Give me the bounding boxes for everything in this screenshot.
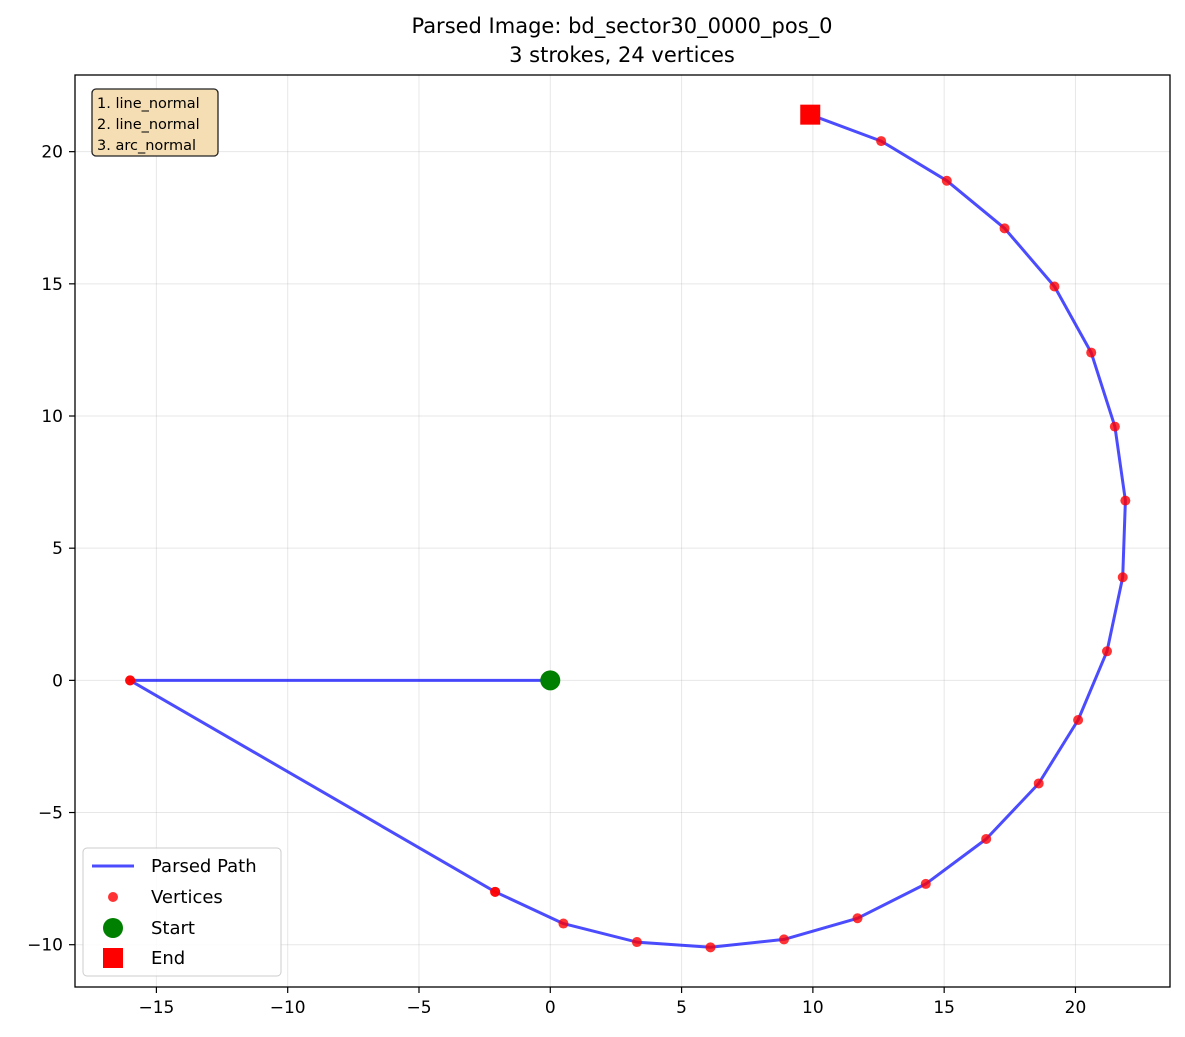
vertex-point [981, 833, 992, 844]
legend-end-swatch [103, 948, 123, 968]
parsed-path-line [128, 113, 1127, 949]
axes: −15 −10 −5 0 5 10 15 20 −10 −5 0 5 10 15 20 [27, 143, 1086, 1018]
vertex-point [1073, 715, 1084, 726]
vertex-point [631, 937, 642, 948]
vertex-point [558, 918, 569, 929]
legend: Parsed Path Vertices Start End [82, 847, 282, 977]
legend-start-label: Start [151, 918, 195, 939]
legend-path-label: Parsed Path [151, 856, 257, 877]
plot-area [125, 104, 1131, 953]
chart-title: Parsed Image: bd_sector30_0000_pos_0 [411, 14, 832, 39]
vertex-point [999, 223, 1010, 234]
y-tick-label: 10 [41, 407, 63, 427]
vertex-point [1033, 778, 1044, 789]
vertex-point [876, 136, 887, 147]
y-tick-label: 20 [41, 143, 63, 163]
start-marker [540, 670, 561, 691]
vertex-point [852, 913, 863, 924]
plot-frame [74, 74, 1171, 988]
legend-start-swatch [103, 918, 123, 938]
y-tick-label: −10 [27, 936, 63, 956]
legend-vertices-label: Vertices [151, 887, 223, 908]
vertex-point [125, 675, 136, 686]
chart-subtitle: 3 strokes, 24 vertices [509, 43, 735, 67]
info-line-2: 2. line_normal [97, 117, 200, 133]
vertex-point [1086, 347, 1097, 358]
info-line-1: 1. line_normal [97, 96, 200, 112]
vertex-point [1109, 421, 1120, 432]
vertex-point [1117, 572, 1128, 583]
vertex-point [705, 942, 716, 953]
y-tick-label: 5 [52, 539, 63, 559]
vertex-point [920, 878, 931, 889]
vertex-point [1120, 495, 1131, 506]
vertex-point [1101, 646, 1112, 657]
x-tick-label: 20 [1065, 998, 1087, 1018]
legend-end-label: End [151, 948, 185, 969]
info-box: 1. line_normal 2. line_normal 3. arc_nor… [91, 88, 219, 157]
legend-frame [82, 847, 282, 977]
vertex-point [1049, 281, 1060, 292]
x-tick-label: −5 [406, 998, 431, 1018]
y-tick-label: 15 [41, 275, 63, 295]
legend-vertices-swatch [108, 892, 118, 902]
x-tick-label: −10 [270, 998, 306, 1018]
vertex-point [778, 934, 789, 945]
y-tick-label: −5 [38, 804, 63, 824]
x-tick-label: 15 [933, 998, 955, 1018]
end-marker [800, 104, 821, 125]
vertex-point [490, 886, 501, 897]
info-line-3: 3. arc_normal [97, 138, 196, 154]
vertex-point [941, 175, 952, 186]
x-tick-label: 0 [545, 998, 556, 1018]
info-box-background [91, 88, 219, 157]
x-tick-label: −15 [138, 998, 174, 1018]
x-tick-label: 10 [802, 998, 824, 1018]
y-tick-label: 0 [52, 671, 63, 691]
x-tick-label: 5 [676, 998, 687, 1018]
